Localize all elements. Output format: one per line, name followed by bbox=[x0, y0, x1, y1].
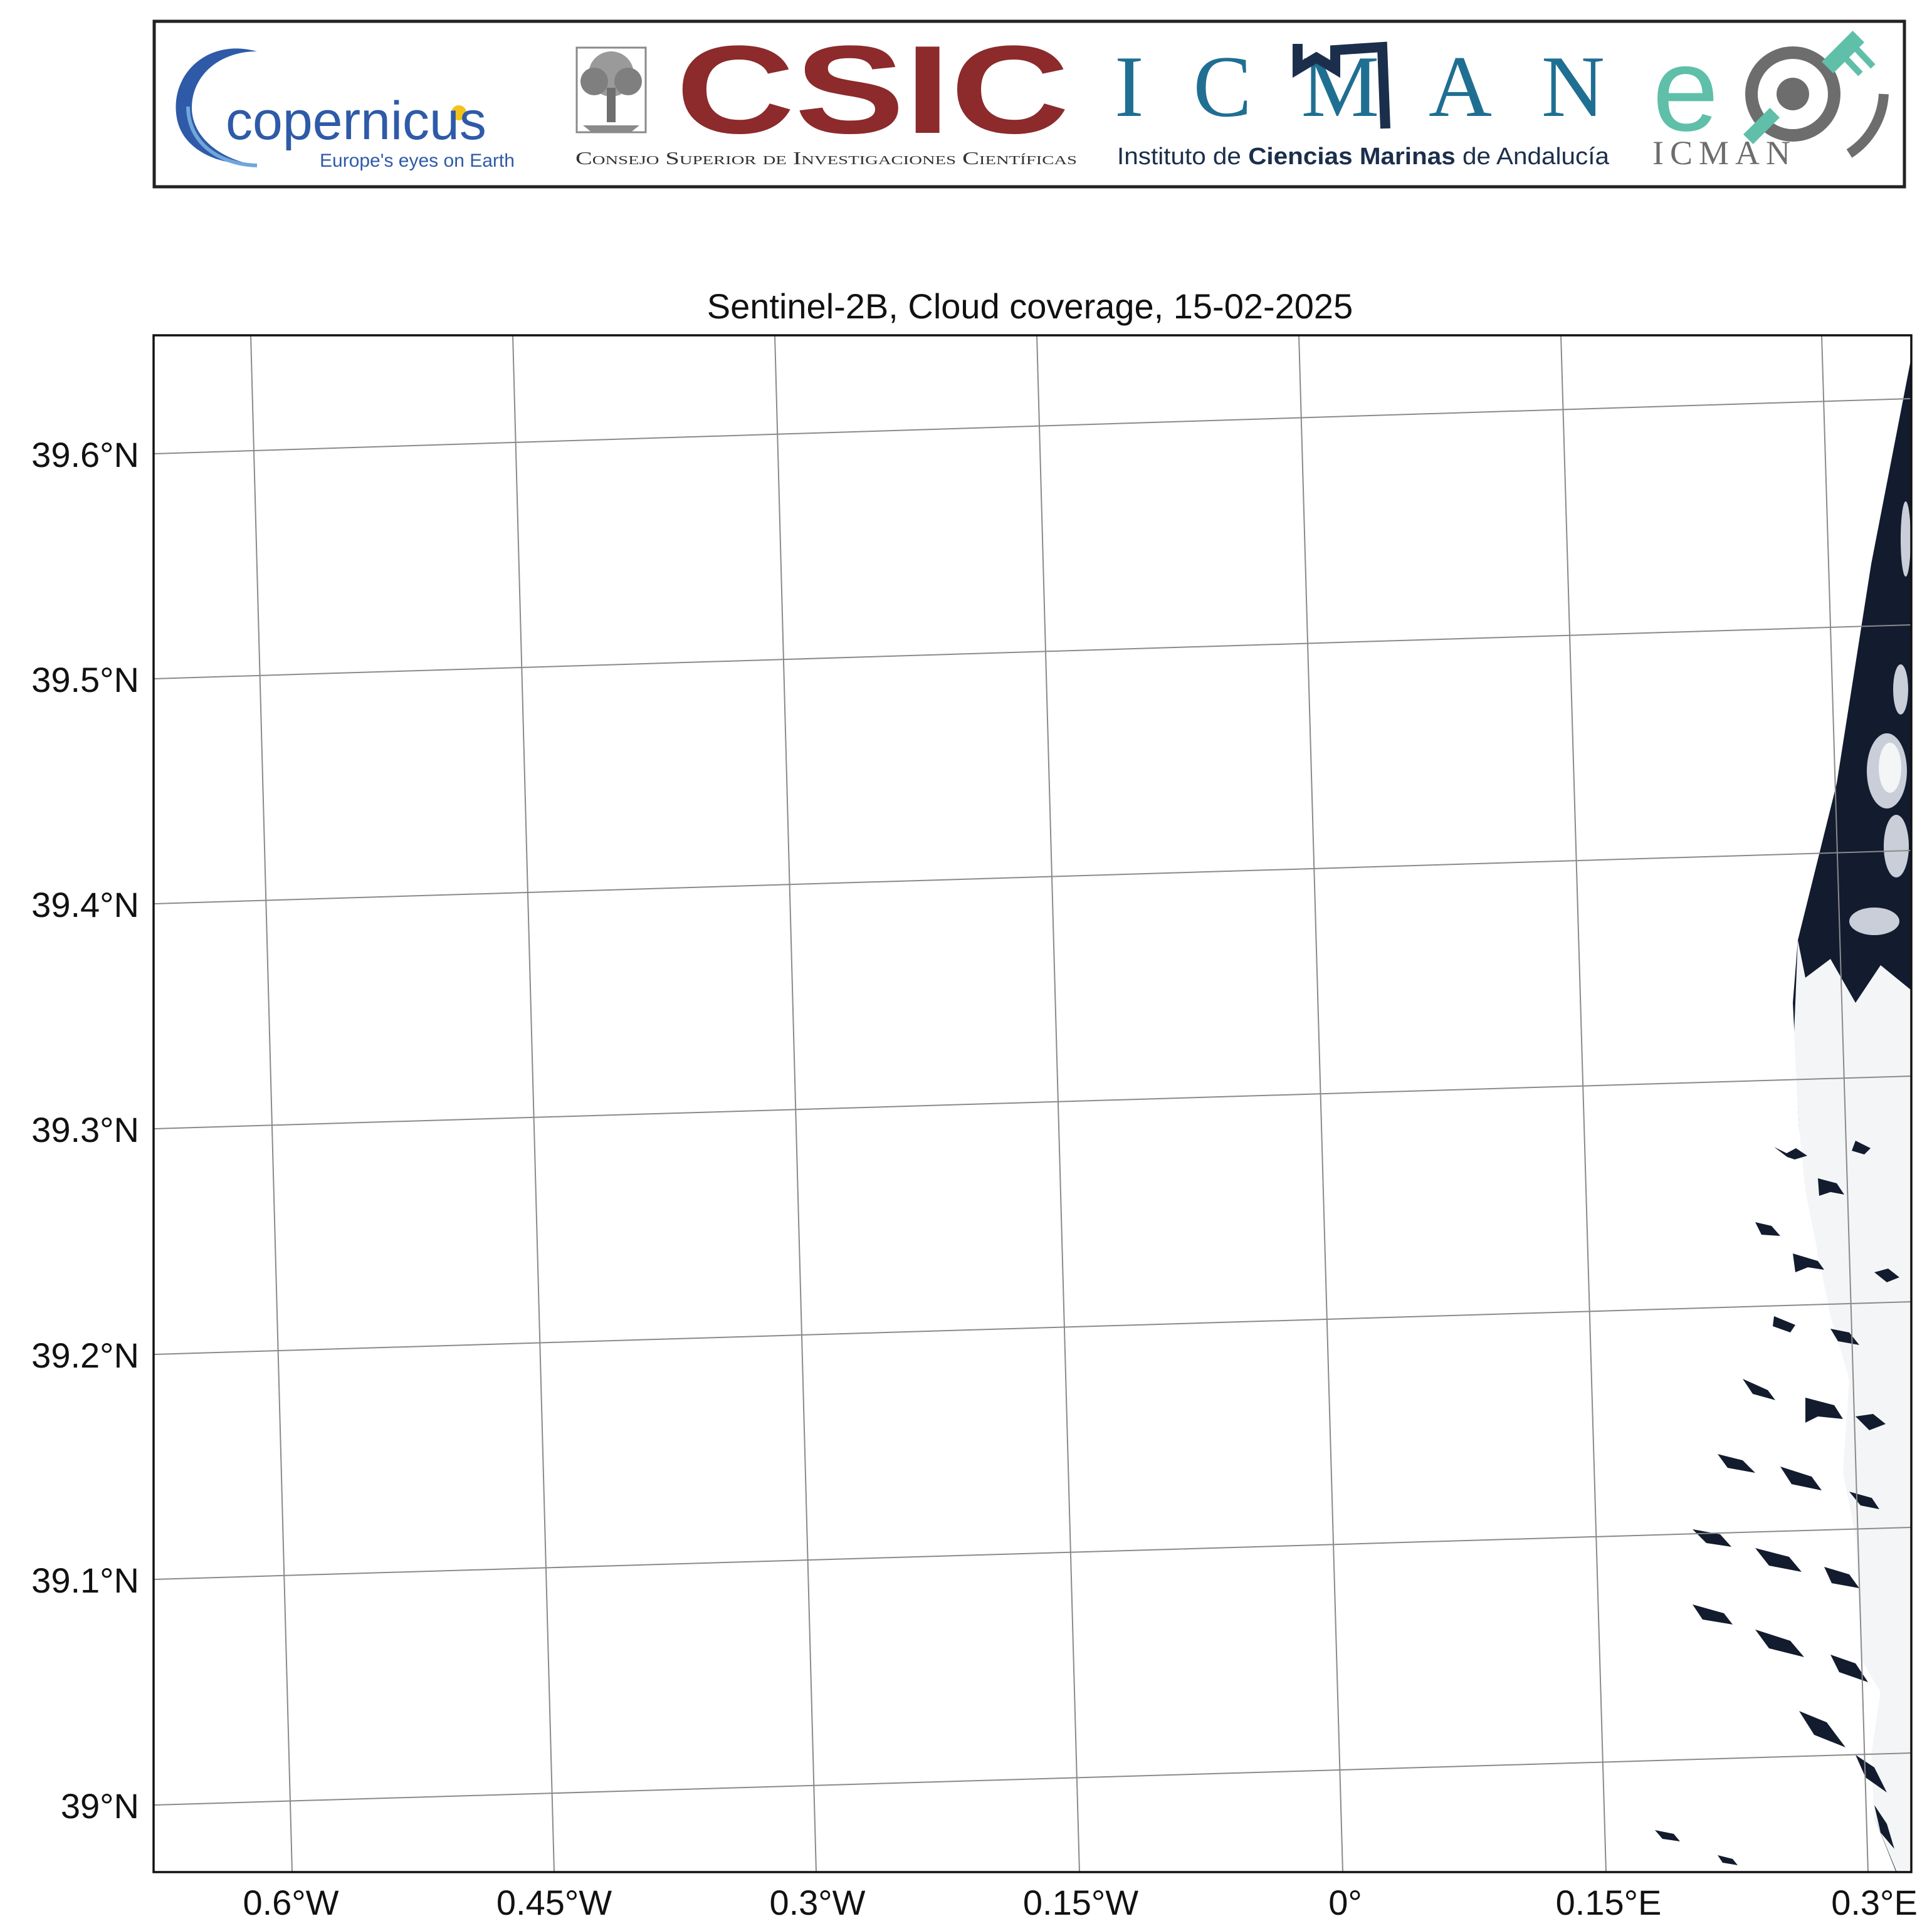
map-frame bbox=[152, 334, 1913, 1873]
parallel-39.1N bbox=[154, 1527, 1911, 1580]
lon-tick-label: 0.3°W bbox=[769, 1883, 865, 1922]
parallel-39.3N bbox=[154, 1075, 1911, 1129]
icman-subtitle: Instituto de Ciencias Marinas de Andaluc… bbox=[1117, 144, 1610, 170]
lat-tick-label: 39.5°N bbox=[31, 660, 139, 699]
lon-tick-label: 0.6°W bbox=[243, 1883, 339, 1922]
cloud-mass-lower bbox=[1794, 940, 1911, 1872]
parallel-39N bbox=[154, 1752, 1911, 1806]
eo-wordmark: e bbox=[1652, 23, 1719, 156]
csic-subtitle: Consejo Superior de Investigaciones Cien… bbox=[575, 149, 1077, 169]
lon-tick-label: 0.15°W bbox=[1023, 1883, 1138, 1922]
lat-tick-label: 39.1°N bbox=[31, 1561, 139, 1600]
lat-tick-label: 39.3°N bbox=[31, 1110, 139, 1149]
cloud-cover bbox=[1794, 501, 1911, 1872]
cloud-patch bbox=[1849, 908, 1899, 935]
map-background bbox=[154, 335, 1911, 1872]
copernicus-tagline: Europe's eyes on Earth bbox=[320, 150, 515, 171]
parallel-gridlines bbox=[154, 398, 1911, 1806]
logo-banner: copernicus Europe's eyes on Earth CSIC C… bbox=[152, 19, 1906, 189]
lat-tick-label: 39.4°N bbox=[31, 885, 139, 924]
meridian-0.6W bbox=[250, 335, 293, 1872]
copernicus-wordmark: copernicus bbox=[226, 91, 486, 151]
lat-tick-label: 39.6°N bbox=[31, 435, 139, 474]
parallel-39.4N bbox=[154, 850, 1911, 904]
map-area bbox=[154, 335, 1911, 1872]
csic-logo: CSIC Consejo Superior de Investigaciones… bbox=[575, 20, 1077, 169]
eo-icman-subtext: ICMAN bbox=[1652, 134, 1797, 172]
meridian-0.45W bbox=[512, 335, 555, 1872]
parallel-39.2N bbox=[154, 1301, 1911, 1355]
satellite-eye-icon bbox=[1743, 31, 1889, 158]
copernicus-swoosh-accent-icon bbox=[186, 106, 258, 167]
meridian-0.15W bbox=[1036, 335, 1080, 1872]
meridian-0.3W bbox=[774, 335, 817, 1872]
csic-wordmark: CSIC bbox=[676, 20, 1069, 160]
copernicus-logo: copernicus Europe's eyes on Earth bbox=[176, 48, 515, 171]
lat-tick-label: 39°N bbox=[61, 1786, 139, 1826]
parallel-39.5N bbox=[154, 624, 1911, 679]
latitude-tick-labels: 39.6°N 39.5°N 39.4°N 39.3°N 39.2°N 39.1°… bbox=[31, 435, 139, 1826]
icman-wave-icon bbox=[1293, 41, 1390, 129]
icman-eo-logo: e ICMAN bbox=[1652, 23, 1889, 172]
cloud-patch bbox=[1884, 815, 1909, 877]
copernicus-sun-icon bbox=[451, 105, 466, 120]
lon-tick-label: 0.15°E bbox=[1556, 1883, 1662, 1922]
lon-tick-label: 0.45°W bbox=[496, 1883, 612, 1922]
longitude-tick-labels: 0.6°W 0.45°W 0.3°W 0.15°W 0° 0.15°E 0.3°… bbox=[243, 1883, 1917, 1922]
cloud-patch bbox=[1893, 664, 1908, 714]
lon-tick-label: 0° bbox=[1328, 1883, 1362, 1922]
lon-tick-label: 0.3°E bbox=[1831, 1883, 1918, 1922]
csic-tree-emblem-icon bbox=[575, 46, 647, 133]
meridian-gridlines bbox=[250, 335, 1869, 1872]
cloud-patch bbox=[1901, 501, 1911, 577]
cloud-patch bbox=[1879, 743, 1901, 793]
lat-tick-label: 39.2°N bbox=[31, 1336, 139, 1375]
parallel-39.6N bbox=[154, 398, 1911, 454]
cloud-gaps bbox=[1655, 1141, 1899, 1865]
logo-banner-frame bbox=[152, 19, 1906, 189]
meridian-0.3E bbox=[1821, 335, 1869, 1872]
meridian-0 bbox=[1298, 335, 1343, 1872]
map-title: Sentinel-2B, Cloud coverage, 15-02-2025 bbox=[707, 286, 1353, 326]
meridian-0.15E bbox=[1560, 335, 1607, 1872]
